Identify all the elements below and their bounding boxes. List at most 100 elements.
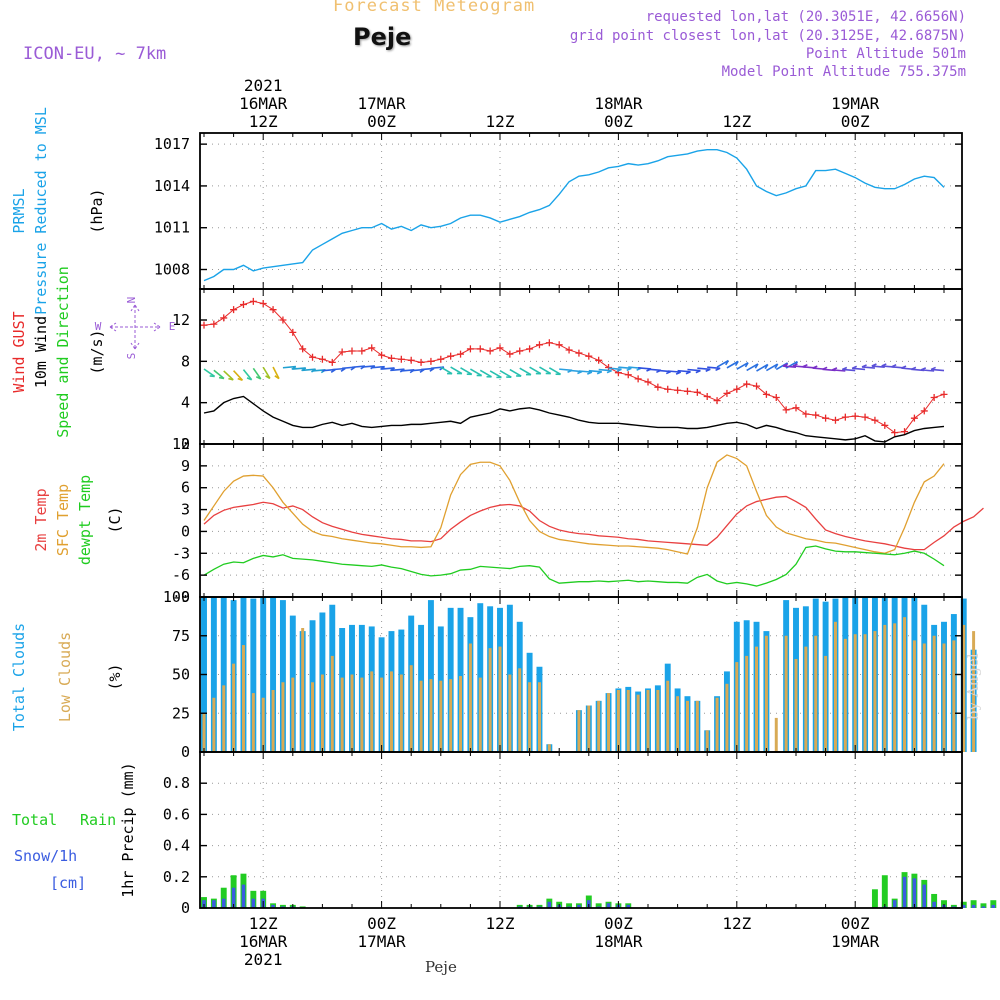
- bottom-time-label: 12Z: [486, 914, 515, 933]
- low-cloud-bar: [429, 679, 433, 752]
- wind-direction-arrow: [697, 367, 711, 371]
- total-cloud-bar: [220, 597, 227, 752]
- low-cloud-bar: [666, 680, 670, 752]
- low-cloud-bar: [676, 696, 680, 752]
- wind-direction-arrow: [852, 367, 866, 371]
- wind-desc-label: Speed and Direction: [54, 266, 72, 438]
- gust-point: [230, 306, 238, 314]
- watermark: by Angel: [964, 653, 982, 720]
- wind-arrow-head: [380, 365, 386, 371]
- y-tick-label: 1014: [154, 177, 190, 195]
- wind-arrow-head: [237, 377, 243, 381]
- total-cloud-bar: [210, 597, 217, 752]
- pressure-unit-label: (hPa): [88, 188, 106, 233]
- gust-point: [851, 412, 859, 420]
- top-time-label: 12Z: [722, 112, 751, 131]
- low-cloud-bar: [912, 640, 916, 752]
- top-time-label: 12Z: [486, 112, 515, 131]
- wind-arrow-head: [754, 363, 759, 369]
- low-cloud-bar: [705, 730, 709, 752]
- low-cloud-bar: [804, 646, 808, 752]
- wind-direction-arrow: [707, 366, 721, 370]
- low-cloud-bar: [271, 690, 275, 752]
- gust-point: [545, 339, 553, 347]
- pressure-line: [203, 149, 945, 282]
- gust-point: [200, 321, 208, 329]
- wind-arrow-head: [871, 363, 877, 367]
- wind-direction-arrow: [489, 370, 502, 379]
- wind-arrow-head: [861, 364, 867, 368]
- wind-direction-arrow: [930, 368, 945, 372]
- gust-point: [920, 407, 928, 415]
- low-cloud-bar: [794, 659, 798, 752]
- snow-bar: [251, 898, 256, 908]
- wind-arrow-head: [429, 367, 435, 372]
- low-cloud-bar: [646, 690, 650, 752]
- gust-point: [437, 355, 445, 363]
- gust-point: [506, 350, 514, 358]
- wind-direction-arrow: [361, 365, 375, 368]
- low-cloud-bar: [370, 671, 374, 752]
- wind-direction-arrow: [302, 368, 316, 372]
- wind-direction-arrow: [782, 365, 797, 368]
- rain-bar: [931, 893, 938, 908]
- wind-direction-arrow: [736, 362, 749, 370]
- gust-point: [723, 389, 731, 397]
- gust-point: [654, 383, 662, 391]
- gust-point: [457, 350, 465, 358]
- low-cloud-bar: [597, 700, 601, 752]
- low-cloud-bar: [607, 693, 611, 752]
- precip-unit-label: 1hr Precip (mm): [119, 762, 137, 897]
- wind-arrow-head: [389, 367, 395, 372]
- wind-direction-arrow: [529, 366, 542, 375]
- low-cloud-bar: [380, 677, 384, 752]
- wind-arrow-head: [782, 363, 788, 367]
- wind-arrow-head: [596, 371, 603, 375]
- gust-point: [348, 347, 356, 355]
- wind-direction-arrow: [726, 360, 739, 369]
- gust-point: [891, 429, 899, 437]
- wind-direction-arrow: [598, 368, 612, 372]
- gust-point: [466, 345, 474, 353]
- footer-location: Peje: [425, 958, 457, 976]
- wind-arrow-head: [764, 364, 769, 370]
- wind-arrow-head: [744, 362, 749, 368]
- low-cloud-bar: [764, 635, 768, 752]
- low-cloud-bar: [537, 682, 541, 752]
- top-time-label: 00Z: [604, 112, 633, 131]
- low-cloud-bar: [715, 697, 719, 752]
- wind-arrow-head: [685, 371, 691, 375]
- low-cloud-bar: [824, 655, 828, 752]
- gust-point: [713, 397, 721, 405]
- gust-point: [664, 385, 672, 393]
- wind-direction-arrow: [381, 367, 395, 370]
- low-cloud-bar: [903, 617, 907, 752]
- low-clouds-label: Low Clouds: [56, 632, 74, 722]
- panel-frame: [199, 443, 963, 598]
- low-cloud-bar: [725, 683, 729, 752]
- gust-line: [203, 300, 945, 434]
- low-cloud-bar: [972, 631, 976, 752]
- bottom-time-label: 00Z: [604, 914, 633, 933]
- low-cloud-bar: [301, 628, 305, 752]
- gust-point: [378, 351, 386, 359]
- snow-bar: [991, 904, 996, 908]
- wind-direction-arrow: [479, 369, 492, 378]
- top-time-label: 2021: [244, 76, 283, 95]
- low-cloud-bar: [478, 677, 482, 752]
- wind-arrow-head: [822, 366, 828, 371]
- y-tick-label: 1017: [154, 135, 190, 153]
- low-cloud-bar: [291, 677, 295, 752]
- y-tick-label: 25: [172, 704, 190, 722]
- low-cloud-bar: [636, 694, 640, 752]
- gust-point: [318, 355, 326, 363]
- bottom-time-label: 16MAR: [239, 932, 288, 951]
- gust-point: [703, 392, 711, 400]
- low-cloud-bar: [350, 674, 354, 752]
- panel-frame: [199, 751, 963, 909]
- wind-arrow-head: [715, 367, 721, 372]
- low-cloud-bar: [528, 682, 532, 752]
- wind-direction-arrow: [371, 365, 385, 369]
- wind-arrow-head: [586, 371, 593, 375]
- wind-arrow-head: [255, 376, 262, 380]
